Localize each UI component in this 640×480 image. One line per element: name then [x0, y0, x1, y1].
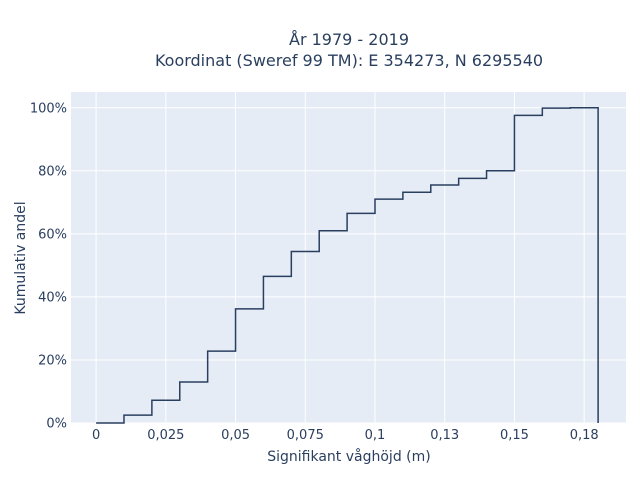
y-tick-labels: 0% 20% 40% 60% 80% 100% — [30, 101, 67, 431]
x-tick-label: 0,025 — [147, 428, 184, 443]
x-tick-labels: 0 0,025 0,05 0,075 0,1 0,13 0,15 0,18 — [92, 428, 599, 443]
gridlines — [71, 92, 626, 424]
x-tick-label: 0,13 — [430, 428, 459, 443]
x-tick-label: 0,05 — [221, 428, 250, 443]
chart-title-line-2: Koordinat (Sweref 99 TM): E 354273, N 62… — [155, 51, 543, 70]
y-tick-label: 60% — [38, 227, 67, 242]
x-tick-label: 0,18 — [570, 428, 599, 443]
series-step-line — [96, 107, 599, 424]
x-tick-label: 0 — [92, 428, 100, 443]
y-tick-label: 20% — [38, 353, 67, 368]
chart-title-line-1: År 1979 - 2019 — [289, 30, 409, 49]
x-tick-label: 0,075 — [287, 428, 324, 443]
x-tick-label: 0,15 — [500, 428, 529, 443]
y-tick-label: 0% — [46, 417, 67, 432]
y-tick-label: 80% — [38, 164, 67, 179]
y-tick-label: 100% — [30, 101, 67, 116]
y-axis-title: Kumulativ andel — [13, 201, 29, 314]
x-tick-label: 0,1 — [365, 428, 386, 443]
y-tick-label: 40% — [38, 290, 67, 305]
plot-area — [71, 92, 626, 423]
x-axis-title: Signifikant våghöjd (m) — [267, 448, 430, 465]
